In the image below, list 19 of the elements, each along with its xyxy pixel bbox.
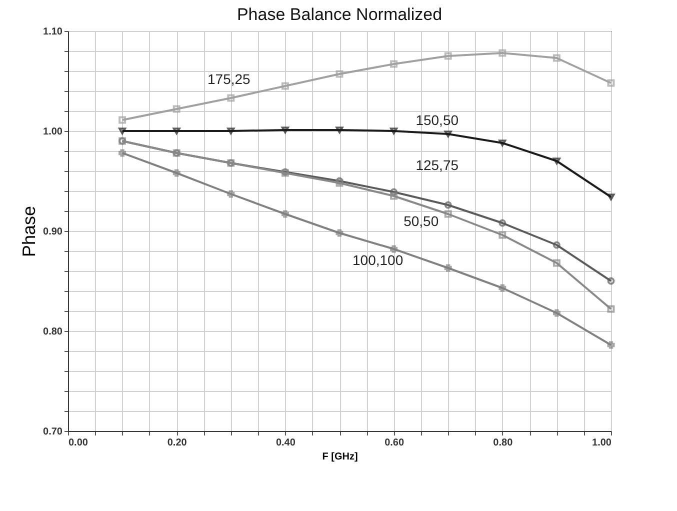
y-tick-label: 1.00 <box>43 126 63 138</box>
y-axis-title: Phase <box>19 206 40 258</box>
x-tick-label: 0.40 <box>276 438 296 448</box>
series-label: 50,50 <box>404 213 439 229</box>
series-label: 150,50 <box>416 112 459 128</box>
chart-title: Phase Balance Normalized <box>236 5 442 24</box>
y-tick-label: 0.80 <box>43 326 63 338</box>
x-tick-label: 1.00 <box>592 438 612 448</box>
x-tick-label: 0.00 <box>68 438 88 448</box>
x-axis-title: F [GHz] <box>322 452 358 462</box>
y-tick-label: 1.10 <box>43 26 63 38</box>
y-tick-label: 0.70 <box>43 426 63 438</box>
x-tick-label: 0.80 <box>493 438 514 448</box>
series-label: 125,75 <box>416 157 459 173</box>
series-label: 100,100 <box>352 252 404 268</box>
series-label: 175,25 <box>207 71 251 87</box>
x-tick-label: 0.60 <box>384 438 404 448</box>
y-tick-label: 0.90 <box>43 226 63 238</box>
x-tick-label: 0.20 <box>167 438 188 448</box>
